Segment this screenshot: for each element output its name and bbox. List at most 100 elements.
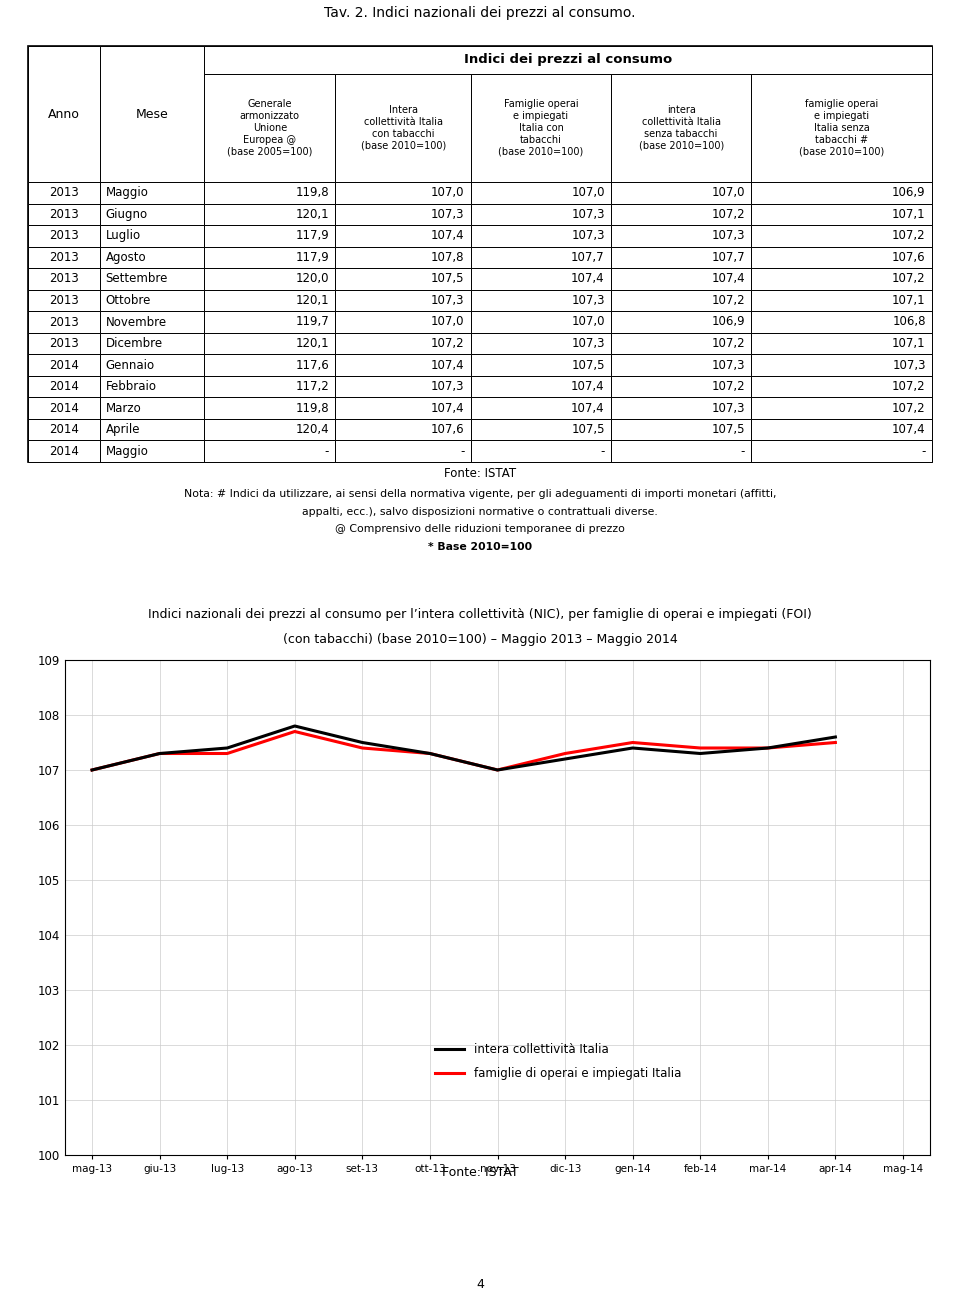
Text: 107,3: 107,3 (711, 402, 745, 415)
Text: 107,3: 107,3 (711, 359, 745, 372)
Bar (471, 73, 612, 182)
Bar (101, 225, 204, 246)
Text: 2013: 2013 (49, 186, 79, 199)
Text: 120,0: 120,0 (296, 272, 329, 286)
Text: Maggio: Maggio (106, 186, 149, 199)
Text: 117,9: 117,9 (296, 229, 329, 242)
Bar (612, 290, 752, 312)
Bar (335, 182, 471, 203)
Bar (335, 312, 471, 333)
Bar (752, 203, 932, 225)
Bar (471, 269, 612, 290)
Bar (101, 246, 204, 269)
Bar (471, 290, 612, 312)
Bar (28, 333, 101, 354)
Text: 107,1: 107,1 (892, 293, 925, 307)
Bar (28, 46, 101, 182)
Bar (204, 203, 335, 225)
Text: 107,2: 107,2 (431, 337, 465, 350)
Bar (204, 225, 335, 246)
Text: Maggio: Maggio (106, 444, 149, 457)
Bar (612, 269, 752, 290)
Bar (335, 419, 471, 440)
Bar (28, 203, 101, 225)
Text: -: - (600, 444, 605, 457)
Text: 107,3: 107,3 (571, 293, 605, 307)
Bar (335, 376, 471, 397)
Bar (612, 419, 752, 440)
Bar (204, 46, 932, 73)
Text: 107,1: 107,1 (892, 208, 925, 221)
Text: Agosto: Agosto (106, 252, 146, 263)
Bar (28, 269, 101, 290)
Text: Fonte: ISTAT: Fonte: ISTAT (442, 1166, 518, 1179)
Text: 107,2: 107,2 (892, 380, 925, 393)
Text: 107,3: 107,3 (711, 229, 745, 242)
Text: 120,1: 120,1 (296, 293, 329, 307)
Text: 2013: 2013 (49, 293, 79, 307)
Bar (471, 246, 612, 269)
Bar (28, 225, 101, 246)
Bar (471, 440, 612, 462)
Bar (335, 246, 471, 269)
Bar (28, 376, 101, 397)
Bar (28, 182, 101, 203)
Text: 107,2: 107,2 (892, 229, 925, 242)
Bar (101, 269, 204, 290)
Text: 107,4: 107,4 (431, 229, 465, 242)
Text: 117,6: 117,6 (296, 359, 329, 372)
Text: Luglio: Luglio (106, 229, 141, 242)
Bar (101, 290, 204, 312)
Text: Indici nazionali dei prezzi al consumo per l’intera collettività (NIC), per fami: Indici nazionali dei prezzi al consumo p… (148, 608, 812, 621)
Text: 107,4: 107,4 (431, 402, 465, 415)
Text: 107,4: 107,4 (571, 402, 605, 415)
Text: 107,2: 107,2 (711, 337, 745, 350)
Bar (612, 312, 752, 333)
Bar (335, 225, 471, 246)
Bar (471, 333, 612, 354)
Bar (752, 333, 932, 354)
Bar (612, 397, 752, 419)
Bar (471, 354, 612, 376)
Bar (752, 73, 932, 182)
Bar (101, 419, 204, 440)
Text: Aprile: Aprile (106, 423, 140, 436)
Text: Famiglie operai
e impiegati
Italia con
tabacchi
(base 2010=100): Famiglie operai e impiegati Italia con t… (498, 100, 584, 157)
Text: 107,3: 107,3 (431, 208, 465, 221)
Text: 2014: 2014 (49, 423, 79, 436)
Bar (204, 376, 335, 397)
Text: Mese: Mese (136, 107, 169, 121)
Text: 120,1: 120,1 (296, 337, 329, 350)
Text: -: - (460, 444, 465, 457)
Bar (471, 182, 612, 203)
Text: 107,3: 107,3 (571, 229, 605, 242)
Bar (612, 440, 752, 462)
Text: 107,1: 107,1 (892, 337, 925, 350)
Text: 107,5: 107,5 (711, 423, 745, 436)
Bar (204, 354, 335, 376)
Bar (204, 312, 335, 333)
Bar (612, 333, 752, 354)
Bar (612, 246, 752, 269)
Text: 106,8: 106,8 (892, 316, 925, 329)
Text: (con tabacchi) (base 2010=100) – Maggio 2013 – Maggio 2014: (con tabacchi) (base 2010=100) – Maggio … (282, 633, 678, 646)
Bar (28, 312, 101, 333)
Text: 107,0: 107,0 (431, 316, 465, 329)
Bar (335, 73, 471, 182)
Text: 107,0: 107,0 (711, 186, 745, 199)
Bar (335, 203, 471, 225)
Text: 107,2: 107,2 (711, 293, 745, 307)
Text: 117,2: 117,2 (296, 380, 329, 393)
Bar (471, 419, 612, 440)
Text: 2014: 2014 (49, 402, 79, 415)
Text: Tav. 2. Indici nazionali dei prezzi al consumo.: Tav. 2. Indici nazionali dei prezzi al c… (324, 7, 636, 20)
Text: intera
collettività Italia
senza tabacchi
(base 2010=100): intera collettività Italia senza tabacch… (638, 105, 724, 151)
Bar (752, 225, 932, 246)
Text: 2014: 2014 (49, 380, 79, 393)
Text: Ottobre: Ottobre (106, 293, 151, 307)
Text: Anno: Anno (48, 107, 80, 121)
Bar (28, 397, 101, 419)
Text: 107,4: 107,4 (571, 272, 605, 286)
Bar (101, 376, 204, 397)
Text: Gennaio: Gennaio (106, 359, 155, 372)
